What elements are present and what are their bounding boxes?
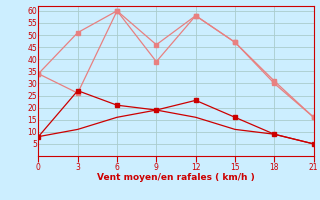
X-axis label: Vent moyen/en rafales ( km/h ): Vent moyen/en rafales ( km/h ) — [97, 173, 255, 182]
